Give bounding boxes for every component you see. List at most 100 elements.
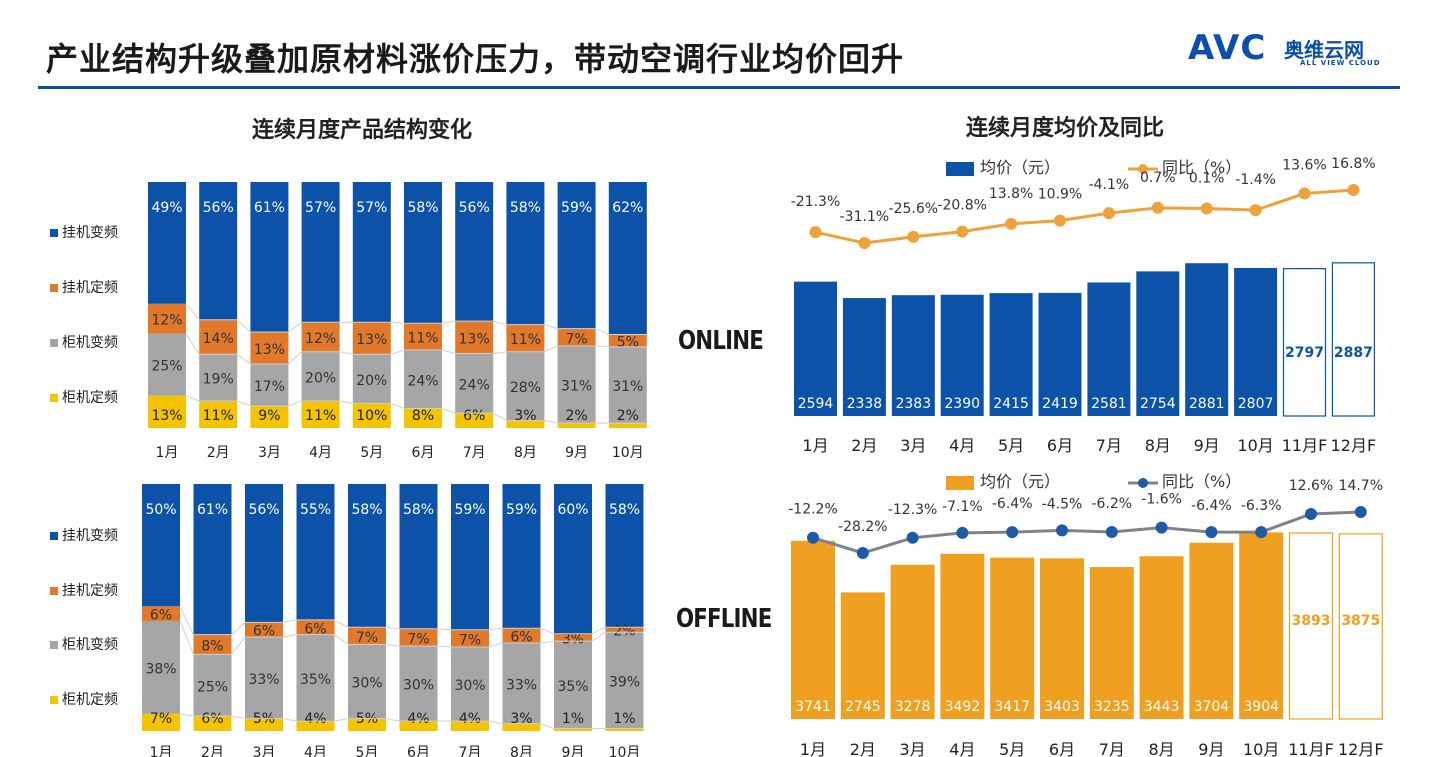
bar-value-label: 3704 [1194, 699, 1230, 715]
category-label: 8月 [514, 445, 537, 461]
yoy-point [1255, 526, 1268, 539]
price-bar [990, 557, 1035, 719]
price-bar [1087, 282, 1131, 416]
stack-connector [179, 606, 644, 636]
category-label: 5月 [998, 436, 1024, 455]
stack-segment [605, 728, 644, 731]
stack-segment [199, 319, 238, 355]
avc-logo: AVC 奥维云网 ALL VIEW CLOUD [1188, 28, 1408, 74]
legend-label: 挂机定频 [62, 583, 118, 599]
stack-value-label: 57% [356, 200, 387, 216]
stack-segment [557, 328, 596, 346]
price-bar [1139, 556, 1184, 719]
legend-swatch [50, 641, 58, 649]
stack-segment [348, 644, 386, 719]
stack-value-label: 2% [565, 408, 587, 424]
yoy-value-label: -12.2% [788, 502, 838, 518]
stack-segment [296, 721, 335, 731]
category-label: 8月 [1145, 436, 1171, 455]
category-label: 6月 [412, 445, 435, 461]
category-label: 9月 [1194, 436, 1220, 455]
stack-value-label: 3% [510, 711, 532, 727]
stack-value-label: 20% [305, 370, 336, 386]
price-bar [890, 564, 935, 719]
bar-value-label: 3403 [1044, 699, 1080, 715]
stack-segment [455, 353, 494, 414]
stack-value-label: 59% [506, 502, 537, 518]
yoy-value-label: -6.4% [992, 496, 1033, 512]
stack-segment [399, 628, 438, 647]
yoy-value-label: -12.3% [888, 502, 938, 518]
stack-segment [352, 182, 391, 323]
category-label: 5月 [356, 745, 379, 757]
yoy-value-label: -25.6% [889, 201, 939, 217]
yoy-line [815, 188, 1354, 245]
stack-value-label: 49% [151, 200, 182, 216]
stack-segment [250, 364, 289, 406]
stack-value-label: 12% [305, 331, 336, 347]
category-label: 4月 [309, 445, 332, 461]
stack-segment [451, 484, 489, 630]
legend-label: 柜机定频 [62, 692, 118, 708]
legend-label: 均价（元） [980, 158, 1061, 177]
stack-segment [193, 716, 232, 731]
price-bar [1089, 567, 1134, 719]
page-title: 产业结构升级叠加原材料涨价压力，带动空调行业均价回升 [46, 40, 905, 78]
stack-value-label: 50% [145, 502, 176, 518]
stack-segment [557, 346, 596, 424]
offline-line-legend: 同比（%） [1128, 468, 1241, 492]
stack-segment [605, 627, 644, 633]
stack-segment [301, 351, 340, 401]
stack-value-label: 31% [612, 379, 643, 395]
stack-segment [148, 333, 186, 396]
yoy-value-label: 13.6% [1282, 158, 1326, 174]
logo-en-text: ALL VIEW CLOUD [1300, 59, 1381, 67]
legend-item: 柜机定频 [50, 387, 118, 407]
header-divider [38, 86, 1400, 89]
yoy-value-label: 10.9% [1038, 187, 1082, 203]
bar-value-label: 2797 [1285, 345, 1324, 361]
stack-segment [554, 641, 592, 729]
stack-segment [451, 629, 489, 648]
yoy-point [807, 531, 819, 544]
category-label: 7月 [459, 745, 482, 757]
stack-segment [142, 620, 180, 714]
stack-value-label: 7% [565, 331, 587, 347]
stack-segment [142, 606, 180, 621]
forecast-bar [1282, 268, 1327, 417]
forecast-bar [1331, 262, 1376, 417]
stack-value-label: 56% [203, 200, 234, 216]
stack-value-label: 11% [407, 331, 438, 347]
category-label: 7月 [463, 445, 486, 461]
category-label: 4月 [949, 740, 975, 757]
stack-segment [301, 322, 340, 352]
stack-segment [506, 324, 545, 352]
stack-segment [554, 728, 592, 731]
yoy-point [956, 526, 969, 539]
bar-value-label: 3235 [1094, 699, 1130, 715]
stack-segment [404, 323, 442, 351]
stack-value-label: 13% [254, 342, 285, 358]
stack-value-label: 11% [305, 408, 336, 424]
stack-segment [193, 654, 232, 717]
stack-connector [185, 333, 647, 365]
price-bar [1136, 271, 1180, 416]
stack-segment [193, 634, 232, 655]
yoy-point [1305, 508, 1317, 521]
category-label: 9月 [562, 745, 585, 757]
category-label: 4月 [949, 436, 975, 455]
stack-segment [399, 721, 438, 731]
yoy-point [1102, 207, 1115, 220]
category-label: 2月 [207, 445, 230, 461]
yoy-value-label: -6.2% [1091, 496, 1132, 512]
online-bar-legend: 均价（元） [946, 154, 1060, 178]
stack-segment [455, 321, 494, 354]
stack-segment [296, 619, 335, 635]
stack-segment [142, 484, 180, 607]
legend-swatch [50, 229, 58, 237]
price-bar [1239, 532, 1284, 719]
forecast-bar [1338, 533, 1383, 720]
stack-value-label: 33% [506, 677, 537, 693]
category-label: 2月 [850, 740, 876, 757]
